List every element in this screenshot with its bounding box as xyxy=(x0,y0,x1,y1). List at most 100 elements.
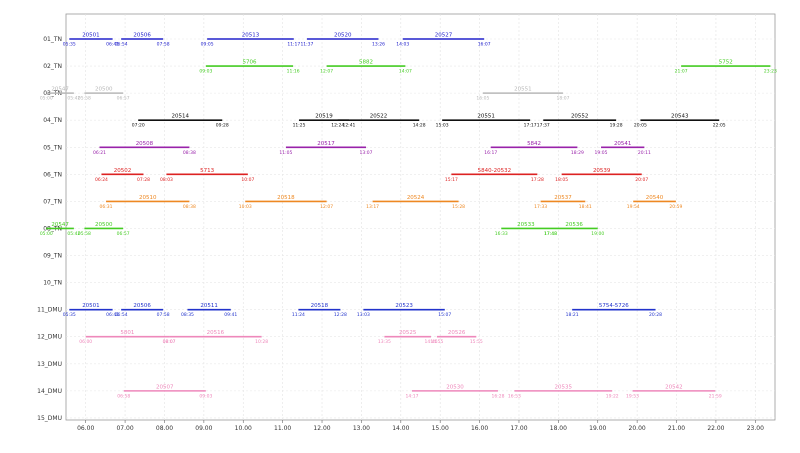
trip-end-time: 07:58 xyxy=(157,42,170,48)
trip-start-time: 11:37 xyxy=(300,42,313,48)
trip-name: 20501 xyxy=(82,303,100,309)
trip-end-time: 06:41 xyxy=(106,42,119,48)
x-tick-label: 20.00 xyxy=(629,425,646,432)
trip-start-time: 10:03 xyxy=(239,204,252,210)
trip-start-time: 14:17 xyxy=(405,393,418,399)
row-label: 05_TN xyxy=(43,144,62,151)
trip-start-time: 11:25 xyxy=(293,123,306,129)
trip-name: 20543 xyxy=(671,114,689,120)
trip-name: 20551 xyxy=(477,114,495,120)
x-tick-label: 07.00 xyxy=(116,425,133,432)
trip-start-time: 05:58 xyxy=(78,96,91,102)
trip-name: 20507 xyxy=(156,384,174,390)
row-label: 15_DMU xyxy=(37,415,62,422)
trip-name: 5882 xyxy=(359,60,373,66)
trip-end-time: 09:28 xyxy=(216,123,229,129)
trip-end-time: 16:28 xyxy=(491,393,504,399)
trip-name: 5840-20532 xyxy=(478,168,511,174)
trip-end-time: 06:57 xyxy=(117,96,130,102)
trip-end-time: 07:28 xyxy=(137,177,150,183)
trip-end-time: 18:29 xyxy=(571,150,584,156)
trip-end-time: 15:55 xyxy=(470,339,483,345)
trip-start-time: 17:33 xyxy=(534,204,547,210)
trip-name: 20525 xyxy=(399,330,417,336)
trip-start-time: 11:24 xyxy=(292,312,305,318)
trip-end-time: 23:23 xyxy=(764,69,777,75)
x-tick-label: 10.00 xyxy=(235,425,252,432)
trip-end-time: 06:41 xyxy=(106,312,119,318)
trip-start-time: 20:05 xyxy=(634,123,647,129)
trip-start-time: 05:58 xyxy=(78,231,91,237)
row-label: 07_TN xyxy=(43,198,62,205)
trip-start-time: 18:05 xyxy=(555,177,568,183)
row-label: 04_TN xyxy=(43,117,62,124)
trip-name: 20541 xyxy=(614,141,632,147)
trip-name: 20540 xyxy=(646,195,664,201)
trip-start-time: 12:07 xyxy=(320,69,333,75)
trip-start-time: 08:35 xyxy=(181,312,194,318)
trip-start-time: 08:07 xyxy=(163,339,176,345)
trip-end-time: 06:57 xyxy=(117,231,130,237)
trip-name: 20506 xyxy=(133,33,151,39)
trip-name: 20535 xyxy=(555,384,573,390)
trip-end-time: 18:07 xyxy=(556,96,569,102)
trip-name: 20536 xyxy=(565,222,583,228)
trip-end-time: 09:03 xyxy=(199,393,212,399)
trip-start-time: 13:35 xyxy=(378,339,391,345)
trip-end-time: 14:46 xyxy=(425,339,438,345)
trip-name: 20518 xyxy=(277,195,295,201)
trip-name: 20500 xyxy=(95,222,113,228)
trip-start-time: 13:03 xyxy=(357,312,370,318)
trip-end-time: 19:28 xyxy=(610,123,623,129)
trip-start-time: 06:31 xyxy=(100,204,113,210)
trip-name: 20539 xyxy=(593,168,611,174)
trip-name: 20527 xyxy=(435,33,453,39)
trip-start-time: 12:24 xyxy=(331,123,344,129)
trip-end-time: 05:42 xyxy=(67,96,80,102)
row-label: 06_TN xyxy=(43,171,62,178)
trip-start-time: 05:00 xyxy=(40,231,53,237)
trip-end-time: 13:07 xyxy=(360,150,373,156)
trip-end-time: 12:28 xyxy=(334,312,347,318)
trip-name: 20522 xyxy=(370,114,388,120)
trip-end-time: 07:58 xyxy=(157,312,170,318)
x-tick-label: 12.00 xyxy=(313,425,330,432)
trip-end-time: 20:28 xyxy=(649,312,662,318)
trip-name: 5713 xyxy=(200,168,214,174)
trip-name: 20506 xyxy=(133,303,151,309)
trip-end-time: 14:28 xyxy=(413,123,426,129)
trip-name: 20500 xyxy=(95,87,113,93)
trip-name: 5706 xyxy=(242,60,256,66)
trip-start-time: 07:20 xyxy=(132,123,145,129)
x-tick-label: 18.00 xyxy=(550,425,567,432)
trip-name: 20516 xyxy=(207,330,225,336)
trip-end-time: 17:28 xyxy=(531,177,544,183)
trip-start-time: 16:05 xyxy=(476,96,489,102)
trip-name: 20526 xyxy=(448,330,466,336)
x-tick-label: 23.00 xyxy=(747,425,764,432)
trip-name: 20523 xyxy=(395,303,413,309)
trip-start-time: 15:03 xyxy=(436,123,449,129)
x-tick-label: 21.00 xyxy=(668,425,685,432)
row-label: 11_DMU xyxy=(37,307,62,314)
trip-start-time: 17:48 xyxy=(544,231,557,237)
trip-start-time: 13:17 xyxy=(366,204,379,210)
x-tick-label: 14.00 xyxy=(392,425,409,432)
trip-name: 20552 xyxy=(571,114,589,120)
trip-start-time: 05:35 xyxy=(63,312,76,318)
trip-end-time: 15:28 xyxy=(452,204,465,210)
trip-start-time: 08:03 xyxy=(160,177,173,183)
trip-start-time: 19:53 xyxy=(626,393,639,399)
trip-name: 20513 xyxy=(242,33,260,39)
x-tick-label: 09.00 xyxy=(195,425,212,432)
trip-start-time: 06:21 xyxy=(93,150,106,156)
trip-end-time: 18:41 xyxy=(579,204,592,210)
trip-end-time: 20:11 xyxy=(638,150,651,156)
trip-start-time: 06:54 xyxy=(115,42,128,48)
trip-start-time: 19:54 xyxy=(627,204,640,210)
trip-start-time: 21:07 xyxy=(675,69,688,75)
trip-start-time: 19:05 xyxy=(595,150,608,156)
trip-name: 20518 xyxy=(311,303,329,309)
trip-start-time: 14:55 xyxy=(430,339,443,345)
row-label: 09_TN xyxy=(43,253,62,260)
